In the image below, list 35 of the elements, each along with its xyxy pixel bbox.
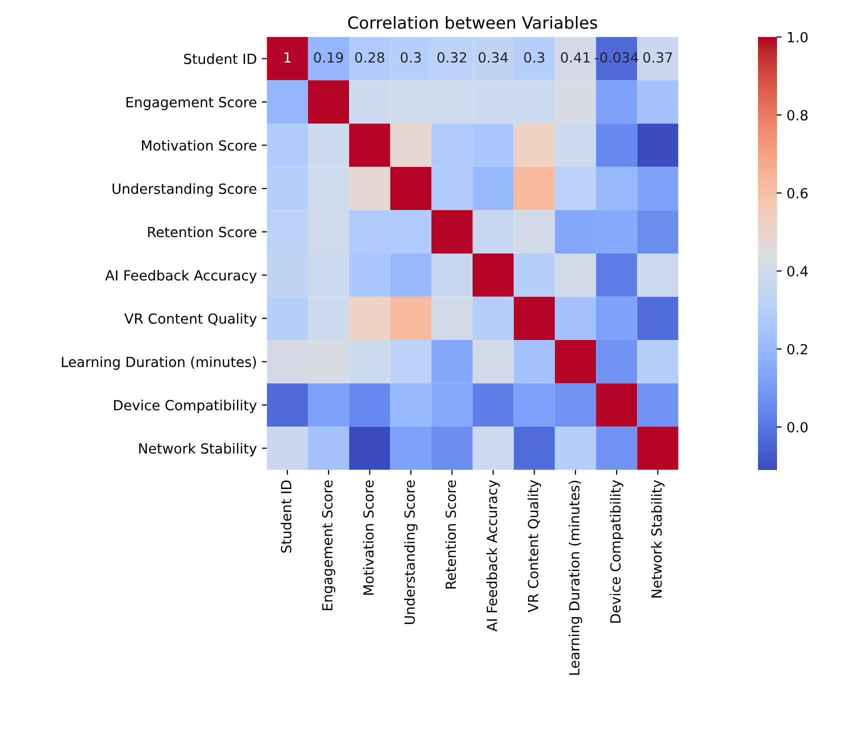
x-tick-label: Device Compatibility: [610, 480, 624, 623]
y-tick-label: Motivation Score: [142, 140, 256, 151]
data-label: 0.3: [524, 52, 544, 63]
x-tick-label: VR Content Quality: [528, 480, 542, 612]
y-tick-label: VR Content Quality: [124, 313, 257, 327]
data-label: 0.19: [314, 52, 344, 63]
x-tick-label: Motivation Score: [362, 480, 374, 595]
y-tick-label: Device Compatibility: [114, 400, 257, 414]
y-tick-label: Network Stability: [139, 442, 257, 456]
x-tick-label: Understanding Score: [404, 480, 418, 624]
data-label: 0.34: [478, 52, 508, 63]
chart-title: Correlation between Variables: [348, 16, 598, 29]
x-tick-label: Retention Score: [445, 480, 456, 589]
x-tick-label: Network Stability: [651, 480, 665, 598]
color-bar-label: 0.6: [787, 188, 808, 198]
color-bar-label: 0.2: [787, 344, 808, 354]
y-tick-label: Student ID: [184, 53, 256, 64]
x-tick-label: Engagement Score: [322, 480, 336, 610]
y-tick-label: Understanding Score: [112, 183, 256, 197]
data-label: 1: [284, 52, 291, 62]
data-label: 0.37: [643, 52, 672, 63]
x-tick-label: Learning Duration (minutes): [568, 480, 582, 675]
y-tick-label: Engagement Score: [126, 96, 256, 110]
y-tick-label: AI Feedback Accuracy: [105, 270, 257, 284]
color-bar-label: 1.0: [788, 32, 808, 42]
y-tick-label: Retention Score: [148, 226, 256, 238]
data-label: 0.28: [355, 52, 384, 63]
color-bar-label: 0.0: [787, 422, 808, 432]
color-bar-label: 0.8: [787, 110, 808, 120]
color-bar-label: 0.4: [787, 266, 808, 276]
data-label: 0.32: [437, 52, 466, 63]
y-tick-label: Learning Duration (minutes): [62, 356, 256, 370]
data-label: 0.3: [400, 52, 421, 63]
data-label: 0.41: [560, 52, 590, 63]
x-tick-label: AI Feedback Accuracy: [486, 480, 500, 632]
